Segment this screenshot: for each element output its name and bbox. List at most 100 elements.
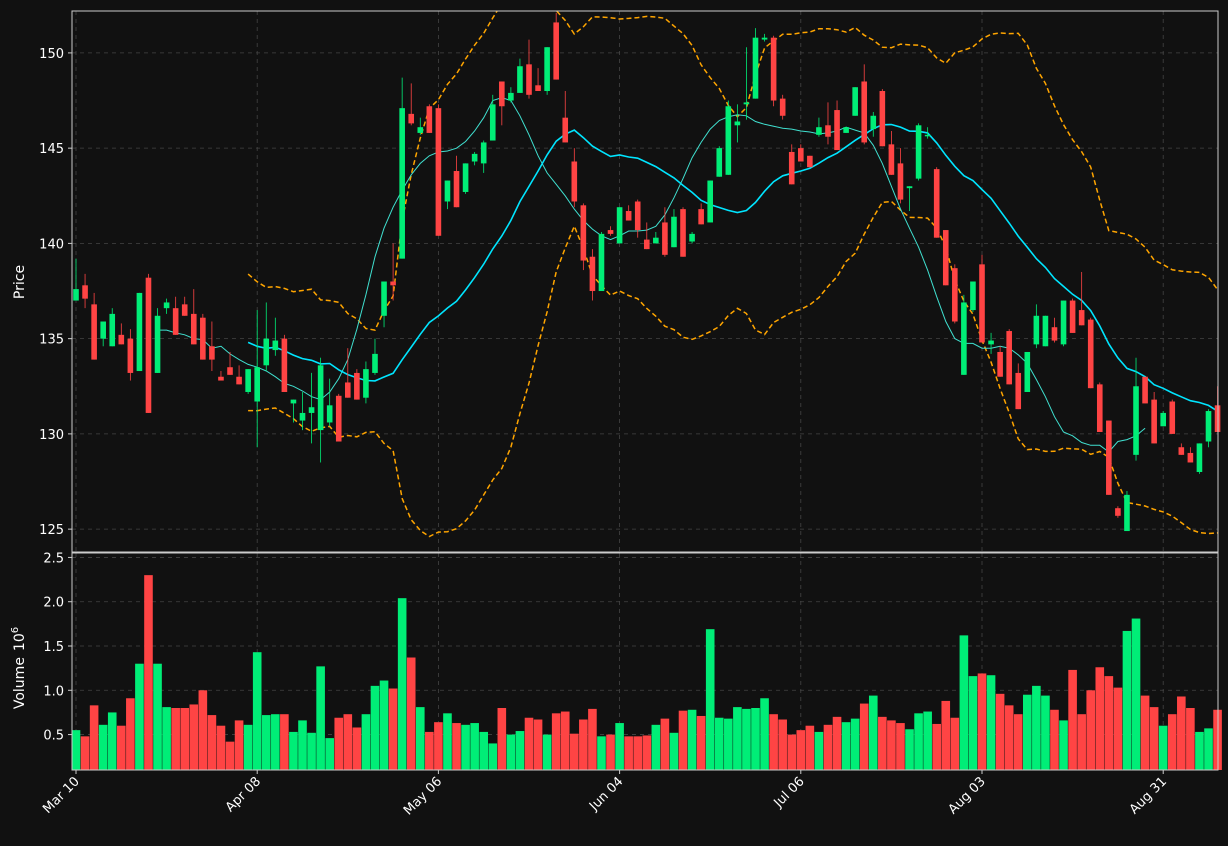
volume-bar bbox=[1122, 630, 1132, 770]
candle bbox=[435, 104, 442, 236]
candle bbox=[1106, 420, 1112, 495]
volume-bar bbox=[841, 722, 851, 770]
volume-bar bbox=[868, 695, 878, 770]
candle bbox=[933, 167, 940, 238]
candle-body bbox=[1033, 315, 1040, 345]
volume-bar bbox=[144, 575, 153, 770]
candle-body bbox=[308, 407, 315, 413]
candle bbox=[1205, 409, 1212, 448]
volume-bar bbox=[724, 718, 733, 770]
candle bbox=[861, 64, 868, 145]
candle-body bbox=[399, 108, 405, 259]
candle-body bbox=[172, 308, 179, 335]
volume-bar bbox=[298, 720, 307, 770]
candle-body bbox=[181, 304, 188, 316]
candle-body bbox=[471, 153, 478, 162]
candle-body bbox=[154, 315, 161, 373]
candle-body bbox=[517, 66, 523, 93]
candle bbox=[471, 151, 478, 166]
volume-bar bbox=[506, 734, 516, 770]
candle-body bbox=[779, 98, 786, 116]
candle-body bbox=[761, 37, 768, 40]
candle-body bbox=[770, 37, 777, 101]
candle-body bbox=[571, 161, 578, 202]
candle-body bbox=[807, 155, 813, 168]
candle bbox=[145, 273, 152, 413]
candle bbox=[426, 104, 433, 133]
candle-body bbox=[227, 367, 233, 375]
volume-bar bbox=[1041, 695, 1050, 770]
candle-body bbox=[109, 313, 116, 347]
candle-body bbox=[236, 376, 242, 385]
volume-tick-label: 2.5 bbox=[43, 551, 64, 566]
candle-body bbox=[906, 186, 913, 189]
volume-bar bbox=[1059, 720, 1068, 770]
price-y-ticks: 125 130 135 140 145 150 bbox=[39, 47, 72, 538]
candle bbox=[897, 148, 904, 204]
candle bbox=[643, 222, 650, 250]
volume-bar bbox=[325, 738, 334, 770]
candle bbox=[326, 378, 333, 427]
candle-body bbox=[544, 47, 550, 92]
candle-body bbox=[263, 338, 270, 366]
candle-body bbox=[426, 106, 433, 133]
volume-bar bbox=[71, 730, 81, 770]
volume-bar bbox=[1104, 676, 1114, 770]
candle-body bbox=[1015, 372, 1022, 410]
volume-bar bbox=[633, 736, 643, 770]
candle bbox=[979, 254, 985, 343]
candle bbox=[634, 199, 641, 238]
volume-bar bbox=[760, 698, 769, 770]
price-tick-label: 150 bbox=[39, 47, 64, 62]
volume-bar bbox=[497, 708, 507, 770]
volume-bar bbox=[1177, 696, 1186, 770]
volume-label-text: Volume bbox=[12, 657, 28, 709]
candle bbox=[335, 393, 342, 442]
volume-bar bbox=[1095, 667, 1105, 770]
candle-body bbox=[625, 211, 632, 221]
candle bbox=[562, 91, 569, 143]
candle-body bbox=[299, 412, 306, 421]
volume-bar bbox=[1158, 725, 1168, 770]
candle bbox=[997, 346, 1003, 377]
candle bbox=[526, 39, 532, 99]
candle-body bbox=[335, 395, 342, 442]
candle-body bbox=[798, 148, 804, 162]
candle bbox=[281, 334, 288, 392]
price-tick-label: 145 bbox=[39, 142, 64, 157]
candle-body bbox=[1006, 331, 1012, 385]
volume-bar bbox=[180, 708, 190, 770]
candle-body bbox=[444, 180, 451, 202]
candle bbox=[988, 332, 994, 354]
volume-bar bbox=[914, 713, 923, 770]
volume-bar bbox=[1140, 695, 1150, 770]
candle-body bbox=[698, 209, 704, 225]
volume-bar bbox=[923, 711, 932, 770]
candle-body bbox=[734, 121, 741, 126]
candle-body bbox=[942, 230, 949, 286]
candle bbox=[462, 163, 469, 194]
volume-bar bbox=[977, 673, 987, 770]
candle-body bbox=[1096, 384, 1103, 432]
candle bbox=[843, 127, 849, 133]
candle bbox=[707, 180, 713, 223]
candle bbox=[1024, 351, 1031, 392]
candle bbox=[734, 104, 741, 143]
candle-body bbox=[453, 171, 460, 208]
volume-tick-label: 1.5 bbox=[43, 640, 64, 655]
volume-bar bbox=[642, 735, 652, 770]
volume-bar bbox=[941, 700, 951, 770]
volume-bar bbox=[225, 741, 235, 770]
volume-bar bbox=[470, 723, 479, 770]
candle bbox=[906, 186, 913, 212]
candle bbox=[399, 77, 405, 259]
volume-bar bbox=[1149, 707, 1159, 770]
volume-bar bbox=[551, 713, 561, 770]
candle bbox=[1033, 304, 1040, 349]
volume-bar bbox=[705, 629, 715, 770]
candle-body bbox=[997, 351, 1003, 377]
volume-bar bbox=[397, 598, 407, 770]
candle-body bbox=[1060, 300, 1067, 345]
candle-body bbox=[825, 125, 831, 137]
candle-body bbox=[363, 369, 369, 398]
